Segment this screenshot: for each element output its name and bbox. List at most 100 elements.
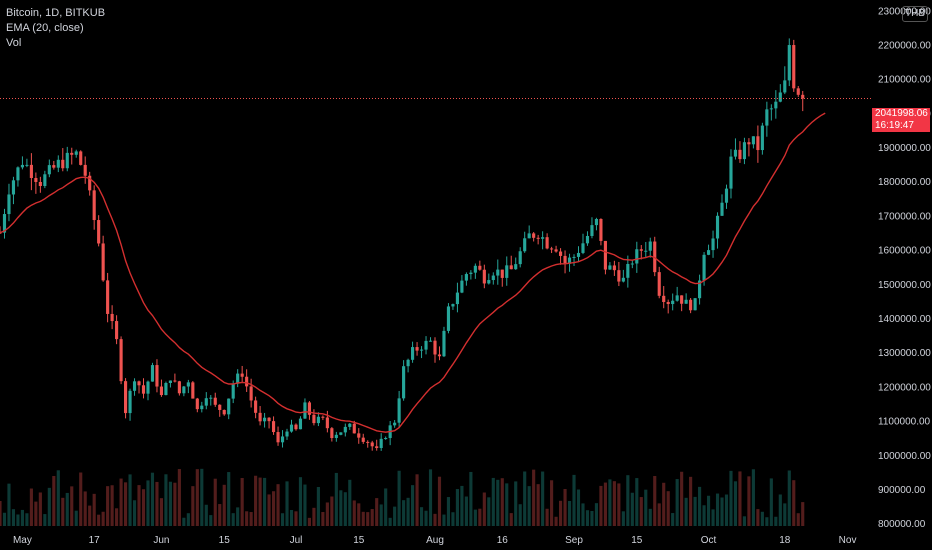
candle-body <box>236 373 240 384</box>
candle-body <box>393 422 397 426</box>
volume-bar <box>110 485 114 526</box>
candle-body <box>774 101 778 109</box>
price-tick-label: 1000000.00 <box>878 451 931 462</box>
candle-body <box>505 265 509 278</box>
candle-body <box>478 265 482 270</box>
candle-body <box>159 386 164 396</box>
candle-body <box>370 442 374 447</box>
candle-body <box>307 402 312 415</box>
volume-bar <box>514 481 518 526</box>
candle-body <box>706 250 711 255</box>
volume-bar <box>733 481 738 526</box>
volume-bar <box>455 489 459 526</box>
candle-body <box>218 404 222 410</box>
volume-bar <box>751 469 755 526</box>
price-tick-label: 1300000.00 <box>878 348 931 359</box>
volume-bar <box>639 497 643 526</box>
volume-bar <box>594 503 599 526</box>
volume-bar <box>724 494 729 526</box>
candle-body <box>558 251 563 256</box>
volume-bar <box>106 486 110 526</box>
candle-body <box>487 280 491 284</box>
volume-bar <box>760 511 764 526</box>
candle-body <box>115 321 119 340</box>
candle-body <box>527 233 531 239</box>
volume-bar <box>698 486 702 526</box>
volume-bar <box>339 490 343 526</box>
volume-bar <box>388 517 392 526</box>
candle-body <box>532 233 536 238</box>
volume-bar <box>141 489 146 526</box>
candle-body <box>74 151 78 155</box>
candle-body <box>644 250 648 252</box>
volume-bar <box>321 512 325 526</box>
volume-bar <box>473 509 477 526</box>
candle-body <box>92 190 96 221</box>
volume-bar <box>0 501 2 526</box>
volume-bar <box>182 517 186 526</box>
volume-bar <box>523 471 527 526</box>
currency-badge[interactable]: THB <box>902 6 928 22</box>
volume-bar <box>74 510 78 526</box>
candle-body <box>298 418 303 430</box>
candle-body <box>550 248 554 250</box>
volume-bar <box>621 511 625 526</box>
volume-bar <box>576 489 581 526</box>
time-tick-label: Oct <box>701 535 717 546</box>
candle-body <box>195 398 199 410</box>
candle-body <box>433 340 437 355</box>
volume-bar <box>626 475 630 526</box>
candle-body <box>200 405 204 410</box>
candle-body <box>428 340 433 342</box>
volume-bar <box>505 483 509 526</box>
volume-bar <box>330 496 334 526</box>
candle-body <box>455 292 459 305</box>
candle-body <box>222 409 226 415</box>
ema-legend-label: EMA (20, close) <box>6 22 84 34</box>
candle-body <box>177 381 181 394</box>
volume-bar <box>442 514 446 526</box>
volume-bar <box>603 482 607 526</box>
candle-body <box>469 272 473 275</box>
candle-body <box>357 433 361 438</box>
candle-body <box>213 397 217 405</box>
volume-bar <box>222 484 226 526</box>
candle-body <box>769 108 773 110</box>
volume-bar <box>397 470 401 526</box>
candle-body <box>801 94 805 99</box>
candle-body <box>366 441 370 443</box>
candle-body <box>626 263 630 278</box>
volume-bar <box>159 498 164 526</box>
volume-bar <box>612 481 616 526</box>
volume-bar <box>402 500 406 526</box>
volume-bar <box>563 489 567 526</box>
candle-body <box>406 359 410 367</box>
candle-body <box>724 188 729 203</box>
volume-bar <box>263 477 267 526</box>
volume-series <box>0 468 805 526</box>
volume-bar <box>419 507 424 526</box>
price-tick-label: 2300000.00 <box>878 6 931 17</box>
candle-body <box>137 381 141 386</box>
volume-bar <box>227 472 231 526</box>
candle-body <box>245 376 249 387</box>
volume-bar <box>666 491 670 526</box>
volume-bar <box>648 508 652 526</box>
volume-bar <box>285 481 289 526</box>
chart-legend: Bitcoin, 1D, BITKUB EMA (20, close) Vol <box>6 6 105 51</box>
candle-body <box>567 257 572 264</box>
price-tick-label: 2200000.00 <box>878 40 931 51</box>
volume-bar <box>509 513 513 526</box>
volume-bar <box>491 477 495 526</box>
candle-body <box>760 125 764 151</box>
volume-bar <box>25 513 29 526</box>
candle-body <box>500 269 504 278</box>
volume-bar <box>146 480 150 526</box>
candle-body <box>451 304 455 307</box>
candle-body <box>164 382 168 396</box>
volume-bar <box>581 503 585 526</box>
candle-body <box>693 298 697 311</box>
candle-series <box>0 38 805 451</box>
volume-bar <box>671 513 675 526</box>
